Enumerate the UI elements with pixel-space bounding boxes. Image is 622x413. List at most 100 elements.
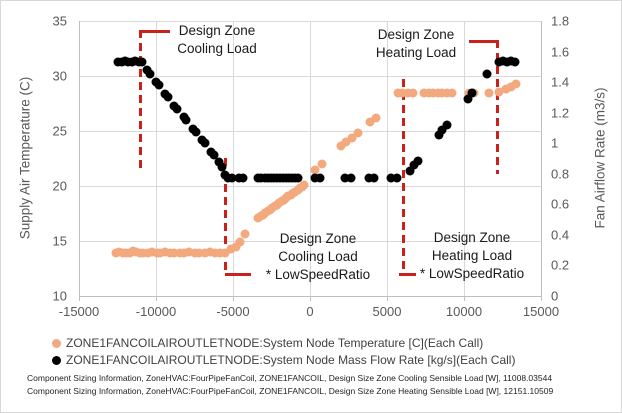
legend-label: ZONE1FANCOILAIROUTLETNODE:System Node Te… bbox=[66, 336, 484, 350]
mass-flow-point bbox=[227, 173, 237, 183]
left-axis-tick-label: 10 bbox=[52, 288, 67, 304]
x-axis-tick bbox=[233, 297, 234, 301]
orange-dot-icon bbox=[52, 338, 61, 348]
temperature-point bbox=[299, 180, 309, 190]
mass-flow-point bbox=[238, 173, 248, 183]
temperature-point bbox=[353, 128, 363, 138]
temperature-point bbox=[397, 88, 407, 97]
mass-flow-point bbox=[217, 162, 227, 172]
design-load-dashed-line bbox=[223, 158, 227, 273]
mass-flow-point bbox=[510, 57, 520, 67]
legend-item-mass-flow: ZONE1FANCOILAIROUTLETNODE:System Node Ma… bbox=[52, 352, 515, 368]
mass-flow-point bbox=[209, 150, 219, 160]
annotation-heating-load: Design Zone Heating Load bbox=[376, 26, 456, 62]
mass-flow-point bbox=[137, 57, 147, 67]
mass-flow-point bbox=[163, 92, 173, 102]
right-axis-tick-label: 0 bbox=[551, 288, 559, 304]
left-axis-tick-label: 30 bbox=[52, 68, 67, 84]
right-axis-tick-label: 0.6 bbox=[551, 196, 570, 212]
x-axis-tick-label: -15000 bbox=[58, 304, 100, 319]
vertical-gridline bbox=[233, 21, 234, 296]
temperature-point bbox=[371, 113, 381, 123]
right-axis-tick-label: 1.4 bbox=[551, 74, 570, 90]
mass-flow-point bbox=[392, 173, 402, 183]
mass-flow-point bbox=[154, 80, 164, 90]
vertical-gridline bbox=[310, 21, 311, 296]
temperature-point bbox=[240, 229, 250, 239]
temperature-point bbox=[494, 87, 504, 97]
temperature-point bbox=[317, 159, 327, 169]
temperature-point bbox=[336, 141, 346, 151]
mass-flow-point bbox=[172, 104, 182, 114]
right-axis-tick-label: 1 bbox=[551, 135, 559, 151]
design-load-bracket-line bbox=[469, 40, 498, 43]
temperature-point bbox=[194, 248, 204, 258]
x-axis-tick-label: -10000 bbox=[135, 304, 177, 319]
annotation-line: Cooling Load bbox=[177, 41, 257, 56]
annotation-line: Design Zone bbox=[279, 231, 357, 246]
annotation-cooling-load-lowspeedratio: Design Zone Cooling Load * LowSpeedRatio bbox=[266, 230, 370, 284]
vertical-gridline bbox=[156, 21, 157, 296]
annotation-line: Heating Load bbox=[431, 248, 513, 263]
mass-flow-point bbox=[340, 173, 350, 183]
x-axis-tick bbox=[79, 297, 80, 301]
right-axis-tick-label: 1.8 bbox=[551, 13, 570, 29]
mass-flow-point bbox=[463, 94, 473, 104]
left-axis-tick-label: 25 bbox=[52, 123, 67, 139]
temperature-point bbox=[210, 248, 220, 258]
vertical-gridline bbox=[464, 21, 465, 296]
temperature-point bbox=[220, 248, 230, 258]
temperature-point bbox=[190, 248, 199, 258]
temperature-point bbox=[310, 165, 320, 174]
component-sizing-cooling-line: Component Sizing Information, ZoneHVAC:F… bbox=[27, 373, 553, 383]
x-axis-tick-label: 0 bbox=[306, 304, 314, 319]
right-axis-title: Fan Airflow Rate (m3/s) bbox=[592, 87, 608, 229]
temperature-point bbox=[506, 82, 516, 92]
left-axis-line bbox=[79, 21, 80, 296]
annotation-heating-load-lowspeedratio: Design Zone Heating Load * LowSpeedRatio bbox=[420, 229, 524, 283]
design-load-bracket-line bbox=[225, 273, 252, 276]
mass-flow-point bbox=[181, 115, 191, 125]
right-axis-line bbox=[541, 21, 542, 296]
temperature-point bbox=[215, 248, 225, 258]
mass-flow-point bbox=[200, 138, 210, 148]
design-load-bracket-line bbox=[140, 30, 171, 33]
mass-flow-point bbox=[214, 157, 224, 167]
mass-flow-point bbox=[413, 156, 423, 166]
x-axis-tick-label: 5000 bbox=[372, 304, 402, 319]
temperature-point bbox=[442, 88, 452, 97]
temperature-point bbox=[200, 248, 209, 258]
annotation-line: Design Zone bbox=[178, 23, 256, 38]
design-load-bracket-line bbox=[398, 273, 416, 276]
right-axis-tick-label: 0.8 bbox=[551, 166, 570, 182]
vertical-gridline bbox=[387, 21, 388, 296]
temperature-point bbox=[169, 248, 179, 258]
temperature-point bbox=[231, 242, 241, 251]
temperature-point bbox=[175, 248, 185, 258]
mass-flow-point bbox=[386, 173, 396, 183]
right-axis-tick-label: 0.4 bbox=[551, 227, 570, 243]
temperature-point bbox=[347, 133, 357, 143]
annotation-line: Cooling Load bbox=[278, 249, 358, 264]
mass-flow-point bbox=[369, 173, 379, 183]
annotation-line: Design Zone bbox=[377, 27, 455, 42]
temperature-point bbox=[184, 247, 194, 257]
mass-flow-point bbox=[409, 160, 419, 170]
temperature-point bbox=[393, 88, 403, 97]
temperature-point bbox=[226, 244, 236, 254]
mass-flow-point bbox=[434, 130, 444, 140]
mass-flow-point bbox=[293, 173, 303, 183]
temperature-point bbox=[165, 248, 175, 258]
annotation-line: Heating Load bbox=[375, 45, 457, 60]
mass-flow-point bbox=[145, 69, 155, 79]
mass-flow-point bbox=[405, 166, 415, 176]
temperature-point bbox=[138, 248, 148, 258]
temperature-point bbox=[447, 88, 457, 97]
design-load-dashed-line bbox=[138, 30, 142, 169]
temperature-point bbox=[428, 88, 438, 97]
left-axis-tick-label: 15 bbox=[52, 233, 67, 249]
left-axis-tick-label: 35 bbox=[52, 13, 67, 29]
temperature-point bbox=[408, 88, 418, 97]
annotation-line: * LowSpeedRatio bbox=[265, 267, 371, 282]
